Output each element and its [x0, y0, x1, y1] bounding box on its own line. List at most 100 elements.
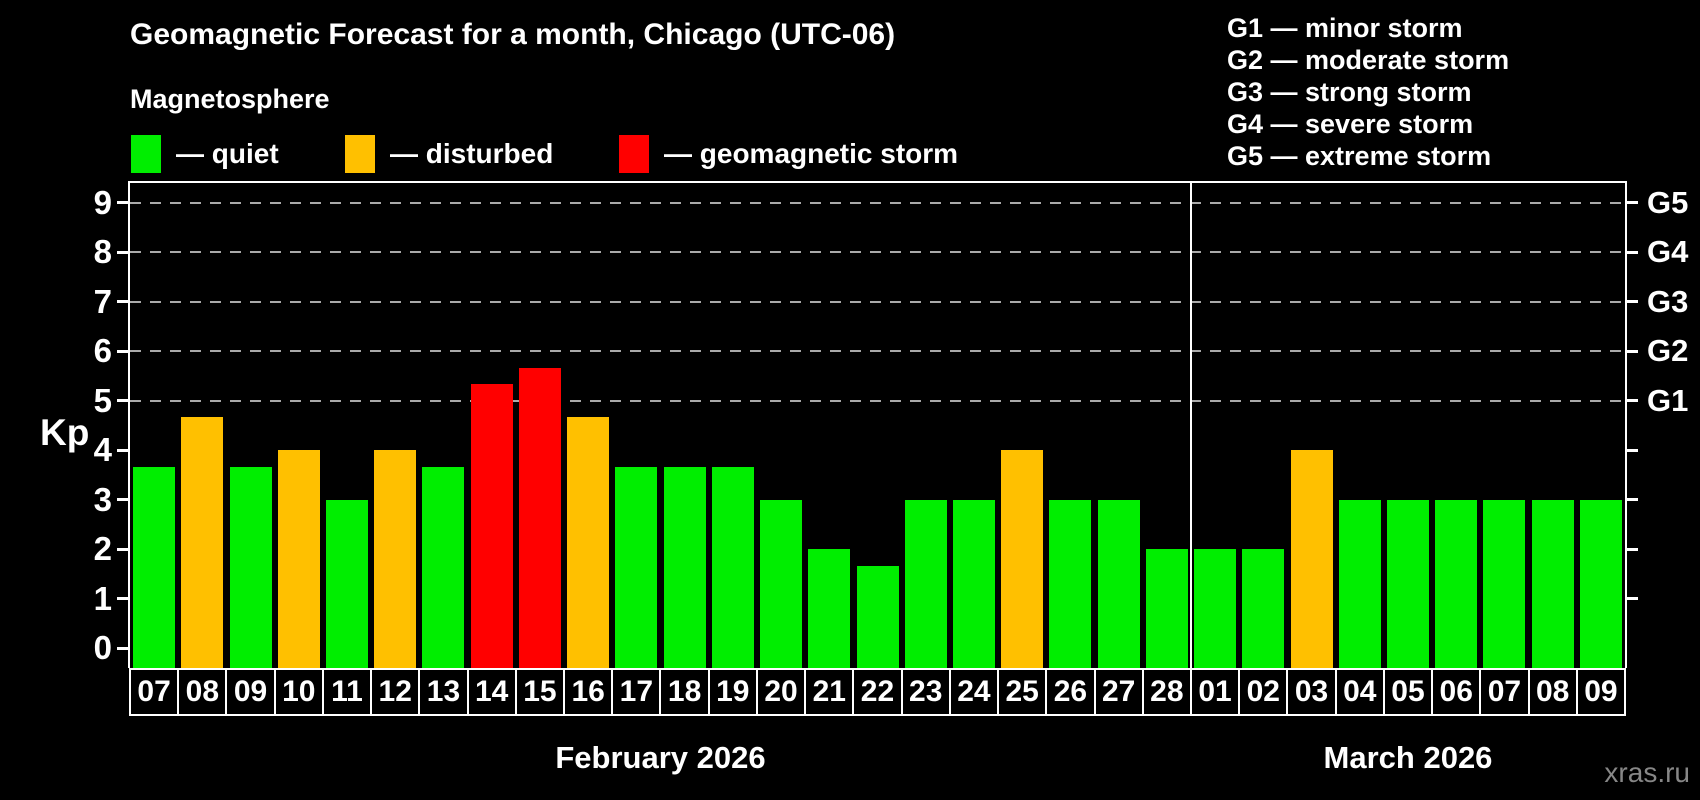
day-label: 12 [370, 668, 421, 716]
kp-bar [470, 384, 513, 668]
day-label: 24 [948, 668, 1000, 716]
kp-bar [904, 499, 947, 668]
day-label: 22 [852, 668, 903, 716]
day-label: 28 [1141, 668, 1192, 716]
day-label: 16 [563, 668, 614, 716]
day-label: 09 [225, 668, 276, 716]
y-axis-tick [117, 399, 130, 403]
day-label: 05 [1382, 668, 1434, 716]
y-axis-tick-label: 8 [93, 233, 112, 271]
day-label: 20 [755, 668, 807, 716]
storm-scale-g2: G2 — moderate storm [1227, 45, 1510, 75]
storm-color-swatch [619, 135, 649, 173]
kp-bar [567, 417, 610, 668]
month-label-march: March 2026 [1323, 740, 1493, 775]
y-axis-tick [117, 646, 130, 650]
legend-label-disturbed: — disturbed [390, 138, 554, 169]
kp-bar [760, 499, 803, 668]
kp-bar [808, 549, 851, 668]
y-axis-tick-label: 0 [93, 629, 112, 667]
kp-bar [1145, 549, 1188, 668]
y-axis-tick [117, 250, 130, 254]
y-axis-tick-label: 2 [93, 530, 112, 568]
right-axis-tick [1625, 349, 1638, 353]
day-label: 15 [514, 668, 566, 716]
day-label: 08 [177, 668, 228, 716]
kp-bar [711, 466, 754, 668]
y-axis-tick [117, 597, 130, 601]
right-axis-tick [1625, 250, 1638, 254]
kp-bar [1386, 499, 1429, 668]
kp-bar [1338, 499, 1381, 668]
kp-gridline [130, 300, 1625, 303]
day-label: 06 [1431, 668, 1482, 716]
y-axis-tick [117, 349, 130, 353]
y-axis-tick-label: 5 [93, 381, 112, 419]
day-label: 09 [1575, 668, 1626, 716]
day-label: 07 [129, 668, 180, 716]
day-label: 18 [659, 668, 710, 716]
day-label: 19 [707, 668, 758, 716]
legend-label-storm: — geomagnetic storm [664, 138, 959, 169]
day-label: 07 [1479, 668, 1530, 716]
kp-bar [1194, 549, 1237, 668]
right-axis-label: G3 [1647, 283, 1689, 319]
day-label: 08 [1527, 668, 1578, 716]
y-axis-tick-label: 9 [93, 183, 112, 221]
kp-bar [422, 466, 465, 668]
day-label: 13 [418, 668, 469, 716]
legend-item-storm: — geomagnetic storm [619, 134, 958, 174]
kp-bar [1097, 499, 1140, 668]
right-axis-tick [1625, 547, 1638, 551]
kp-bar [518, 367, 561, 668]
kp-bar [1001, 450, 1044, 668]
kp-bar [277, 450, 320, 668]
right-axis-tick [1625, 448, 1638, 452]
kp-bar [133, 466, 176, 668]
day-label: 01 [1189, 668, 1241, 716]
right-axis-tick [1625, 300, 1638, 304]
y-axis-tick [117, 448, 130, 452]
day-label: 26 [1045, 668, 1096, 716]
kp-bar [663, 466, 706, 668]
kp-bar [1579, 499, 1622, 668]
chart-subtitle: Magnetosphere [130, 84, 330, 114]
kp-bar [1435, 499, 1478, 668]
kp-bar [615, 466, 658, 668]
right-axis-tick [1625, 597, 1638, 601]
disturbed-color-swatch [345, 135, 375, 173]
kp-gridline [130, 201, 1625, 204]
storm-scale-g3: G3 — strong storm [1227, 77, 1472, 107]
kp-bar [374, 450, 417, 668]
day-label: 21 [804, 668, 855, 716]
y-axis-tick-label: 7 [93, 282, 112, 320]
quiet-color-swatch [131, 135, 161, 173]
y-axis-tick [117, 300, 130, 304]
right-axis-label: G1 [1647, 382, 1689, 418]
kp-gridline [130, 350, 1625, 353]
right-axis-label: G2 [1647, 333, 1689, 369]
day-label: 10 [273, 668, 324, 716]
storm-scale-g4: G4 — severe storm [1227, 109, 1474, 139]
kp-bar [1290, 450, 1333, 668]
right-axis-tick [1625, 498, 1638, 502]
right-axis-label: G4 [1647, 234, 1689, 270]
day-label: 04 [1334, 668, 1385, 716]
storm-scale-g5: G5 — extreme storm [1227, 141, 1492, 171]
storm-scale-g1: G1 — minor storm [1227, 13, 1463, 43]
legend-item-quiet: — quiet [131, 134, 279, 174]
y-axis-tick [117, 201, 130, 205]
watermark: xras.ru [1604, 757, 1690, 788]
day-label: 14 [466, 668, 517, 716]
kp-bar [229, 466, 272, 668]
kp-bar [952, 499, 995, 668]
kp-gridline [130, 251, 1625, 254]
day-label: 27 [1093, 668, 1144, 716]
kp-bar [856, 565, 899, 668]
plot-border-right [1625, 181, 1627, 668]
day-label: 02 [1238, 668, 1289, 716]
right-axis-label: G5 [1647, 184, 1689, 220]
kp-bar [181, 417, 224, 668]
kp-bar [1531, 499, 1574, 668]
